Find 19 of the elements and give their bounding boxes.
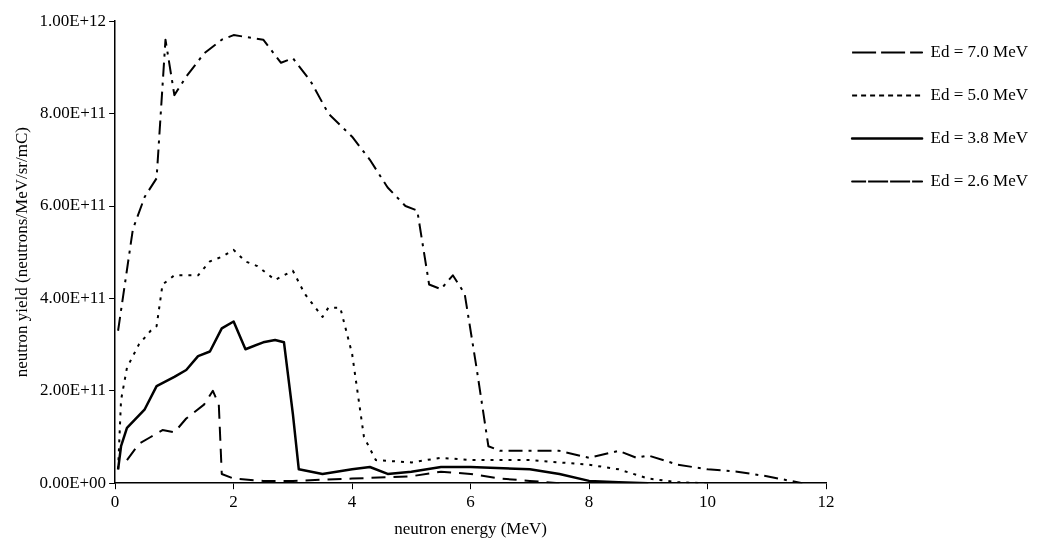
y-tick-label: 4.00E+11 [40,287,107,307]
x-tick-label: 4 [347,491,357,511]
x-tick-label: 8 [584,491,594,511]
y-tick-label: 1.00E+12 [39,10,107,30]
y-tick-label: 2.00E+11 [40,380,107,400]
x-tick-label: 6 [466,491,475,511]
x-tick-label: 10 [699,491,717,511]
x-tick-label: 2 [229,491,238,511]
x-axis-title: neutron energy (MeV) [394,519,547,539]
y-tick-label: 0.00E+00 [39,472,107,492]
x-tick-label: 0 [110,491,120,511]
x-tick-label: 12 [817,491,835,511]
legend-label: Ed = 5.0 MeV [930,84,1029,104]
y-tick-label: 6.00E+11 [40,195,107,215]
legend-label: Ed = 3.8 MeV [930,127,1029,147]
y-tick-label: 8.00E+11 [40,103,107,123]
legend-label: Ed = 2.6 MeV [930,170,1029,190]
legend-label: Ed = 7.0 MeV [930,41,1029,61]
y-axis-title: neutron yield (neutrons/MeV/sr/mC) [11,127,31,378]
